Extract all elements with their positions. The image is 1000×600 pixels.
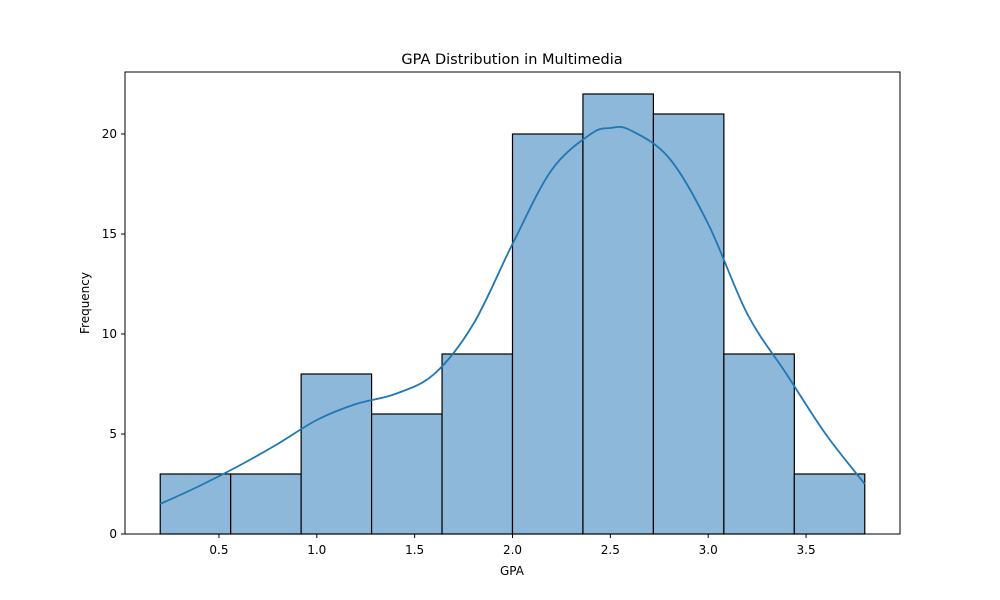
chart-title: GPA Distribution in Multimedia (401, 52, 622, 68)
x-tick-label: 2.0 (503, 543, 522, 557)
histogram-bar-5 (441, 353, 514, 535)
histogram-bar-8 (652, 113, 725, 535)
histogram-bar-10 (793, 473, 866, 535)
y-tick-label: 15 (102, 227, 117, 241)
x-tick-label: 1.5 (405, 543, 424, 557)
histogram-bar-3 (300, 373, 373, 535)
histogram-bar-9 (723, 353, 795, 535)
x-tick-label: 3.0 (699, 543, 718, 557)
x-axis-ticks: 0.5 1.0 1.5 2.0 2.5 3.0 3.5 (209, 534, 816, 557)
y-tick-label: 10 (102, 327, 117, 341)
y-axis-ticks: 0 5 10 15 20 (102, 127, 125, 541)
y-axis-label: Frequency (78, 272, 92, 334)
histogram-bar-4 (370, 413, 443, 535)
y-tick-label: 20 (102, 127, 117, 141)
histogram-bar-7 (582, 93, 655, 535)
x-tick-label: 2.5 (601, 543, 620, 557)
kde-curve (159, 125, 866, 505)
histogram-bar-6 (511, 133, 584, 535)
histogram-bar-2 (230, 473, 302, 535)
bars-group (159, 93, 866, 535)
y-tick-label: 5 (109, 427, 117, 441)
x-tick-label: 1.0 (307, 543, 326, 557)
y-tick-label: 0 (109, 527, 117, 541)
x-axis-label: GPA (500, 564, 525, 578)
x-tick-label: 0.5 (209, 543, 228, 557)
x-tick-label: 3.5 (797, 543, 816, 557)
histogram-bar-1 (159, 473, 232, 535)
